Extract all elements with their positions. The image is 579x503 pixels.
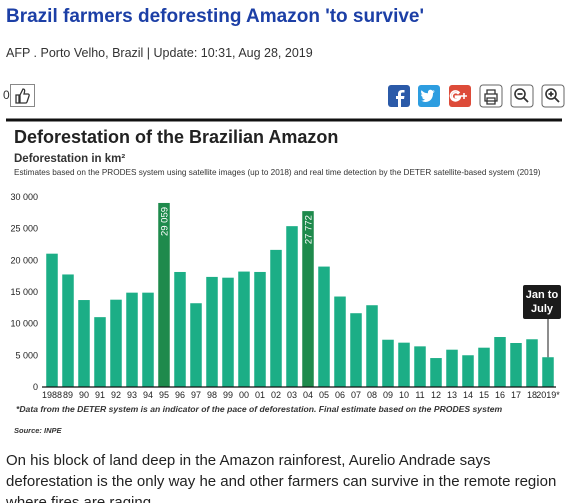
chart-subtitle: Deforestation in km² <box>14 153 125 165</box>
bar <box>190 303 202 387</box>
bar <box>142 292 154 387</box>
zoom-in-icon-handle <box>548 91 560 103</box>
y-tick-label: 20 000 <box>10 255 38 265</box>
x-tick-label: 89 <box>63 390 73 400</box>
x-tick-label: 09 <box>383 390 393 400</box>
x-tick-label: 99 <box>223 390 233 400</box>
bar <box>174 271 186 387</box>
x-tick-label: 98 <box>207 390 217 400</box>
bar <box>542 357 554 387</box>
y-tick-label: 30 000 <box>10 192 38 202</box>
bar <box>414 346 426 387</box>
bar <box>302 211 314 387</box>
bar <box>510 343 522 387</box>
bar <box>222 277 234 387</box>
bar <box>110 299 122 387</box>
byline: AFP . Porto Velho, Brazil | Update: 10:3… <box>6 46 313 60</box>
x-tick-label: 00 <box>239 390 249 400</box>
value-label: 29 059 <box>160 207 171 236</box>
x-tick-label: 08 <box>367 390 377 400</box>
bar <box>318 266 330 387</box>
bar <box>446 349 458 387</box>
x-tick-label: 01 <box>255 390 265 400</box>
thumb-icon <box>15 88 30 104</box>
x-tick-label: 14 <box>463 390 473 400</box>
bar <box>94 317 106 387</box>
x-tick-label: 94 <box>143 390 153 400</box>
x-tick-label: 15 <box>479 390 489 400</box>
x-tick-label: 90 <box>79 390 89 400</box>
bar <box>62 274 74 387</box>
x-tick-label: 06 <box>335 390 345 400</box>
bar <box>526 339 538 387</box>
article-body: On his block of land deep in the Amazon … <box>6 452 557 503</box>
annotation: Jan to July <box>523 285 561 319</box>
x-tick-label: 2019* <box>536 390 560 400</box>
facebook-icon <box>396 90 405 107</box>
zoom-in-icon <box>545 88 557 100</box>
x-tick-label: 1988 <box>42 390 62 400</box>
chart-title: Deforestation of the Brazilian Amazon <box>14 127 338 147</box>
x-tick-label: 11 <box>415 390 424 400</box>
bar <box>78 300 90 387</box>
bar <box>254 271 266 387</box>
chart-source: Source: INPE <box>14 426 63 435</box>
x-tick-label: 07 <box>351 390 361 400</box>
x-tick-label: 95 <box>159 390 169 400</box>
bar <box>478 347 490 387</box>
value-label: 27 772 <box>304 215 315 244</box>
bar <box>334 296 346 387</box>
bar <box>430 358 442 387</box>
y-tick-label: 25 000 <box>10 224 38 234</box>
bar <box>46 253 58 387</box>
twitter-icon <box>421 89 435 102</box>
bar <box>270 249 282 387</box>
zoom-in-button[interactable] <box>541 84 565 108</box>
headline[interactable]: Brazil farmers deforesting Amazon 'to su… <box>6 6 424 27</box>
like-button[interactable] <box>10 84 36 108</box>
x-tick-label: 97 <box>191 390 201 400</box>
bar <box>494 337 506 387</box>
x-tick-label: 16 <box>495 390 505 400</box>
y-tick-label: 10 000 <box>10 319 38 329</box>
bar <box>398 342 410 387</box>
x-tick-label: 05 <box>319 390 329 400</box>
y-tick-label: 15 000 <box>10 287 38 297</box>
x-tick-label: 96 <box>175 390 185 400</box>
x-tick-label: 93 <box>127 390 137 400</box>
chart-note: Estimates based on the PRODES system usi… <box>14 168 541 177</box>
zoom-out-icon-handle <box>517 93 529 103</box>
bar <box>462 355 474 387</box>
bar <box>382 339 394 387</box>
zoom-out-button[interactable] <box>510 84 534 108</box>
bar <box>158 202 170 387</box>
zoom-out-icon <box>514 88 526 100</box>
x-tick-label: 17 <box>511 390 521 400</box>
bar <box>286 226 298 387</box>
bar <box>238 271 250 387</box>
share-bar <box>388 84 565 108</box>
bar <box>126 292 138 387</box>
x-tick-label: 13 <box>447 390 457 400</box>
x-tick-label: 12 <box>431 390 441 400</box>
x-tick-label: 18 <box>527 390 537 400</box>
bar <box>350 313 362 387</box>
like-count: 0 <box>3 88 10 102</box>
bar <box>366 305 378 387</box>
chart: Deforestation of the Brazilian Amazon De… <box>6 118 562 435</box>
x-tick-label: 91 <box>95 390 105 400</box>
chart-footnote: *Data from the DETER system is an indica… <box>16 404 502 414</box>
y-tick-label: 0 <box>33 382 38 392</box>
x-tick-label: 92 <box>111 390 121 400</box>
x-tick-label: 02 <box>271 390 281 400</box>
x-tick-label: 04 <box>303 390 313 400</box>
bar <box>206 276 218 387</box>
print-icon <box>484 89 498 105</box>
google-icon <box>449 90 467 102</box>
x-tick-label: 10 <box>399 390 409 400</box>
y-tick-label: 5 000 <box>15 350 38 360</box>
x-tick-label: 03 <box>287 390 297 400</box>
